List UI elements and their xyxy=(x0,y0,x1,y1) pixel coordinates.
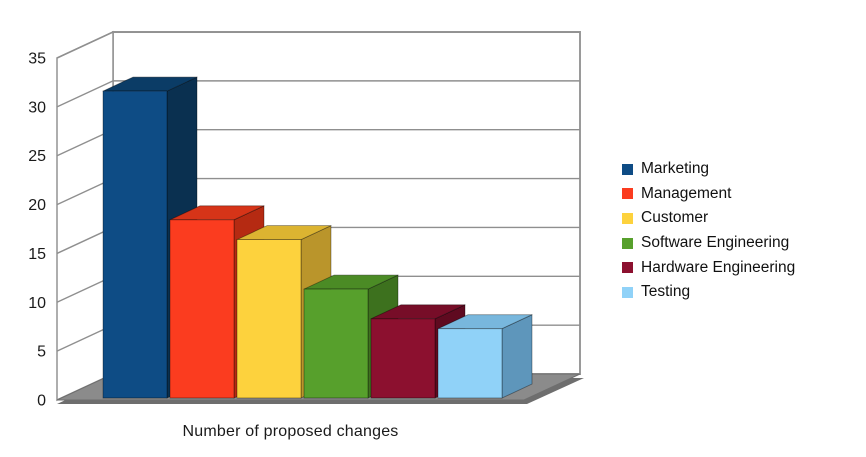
gridline-wall-30 xyxy=(56,80,114,108)
legend-label-management: Management xyxy=(641,184,732,202)
legend-label-software-engineering: Software Engineering xyxy=(641,234,790,252)
legend-swatch-customer xyxy=(622,212,633,224)
y-tick-label-10: 10 xyxy=(28,295,46,312)
y-tick-label-20: 20 xyxy=(28,197,46,214)
bar-customer xyxy=(236,239,302,399)
y-tick-label-0: 0 xyxy=(37,393,46,410)
y-tick-label-35: 35 xyxy=(28,51,46,68)
bar-hardware-engineering xyxy=(370,318,436,399)
legend-item-customer: Customer xyxy=(622,206,795,231)
legend-swatch-management xyxy=(622,188,633,200)
legend-swatch-testing xyxy=(622,286,633,298)
legend-label-marketing: Marketing xyxy=(641,160,710,178)
y-tick-label-25: 25 xyxy=(28,148,46,165)
legend-swatch-hardware-engineering xyxy=(622,262,633,274)
legend-item-testing: Testing xyxy=(622,280,795,305)
y-tick-label-30: 30 xyxy=(28,99,46,116)
bar-software-engineering xyxy=(303,288,369,399)
legend-label-testing: Testing xyxy=(641,283,691,301)
legend: Marketing Management Customer Software Engi… xyxy=(622,157,795,305)
bar-side-testing xyxy=(501,314,533,399)
legend-swatch-software-engineering xyxy=(622,237,633,249)
y-tick-label-15: 15 xyxy=(28,246,46,263)
bar-management xyxy=(169,219,235,399)
gridline-wall-35 xyxy=(56,31,114,59)
x-axis-title: Number of proposed changes xyxy=(182,423,399,440)
legend-item-hardware-engineering: Hardware Engineering xyxy=(622,255,795,280)
y-tick-label-5: 5 xyxy=(37,344,46,361)
legend-label-customer: Customer xyxy=(641,209,709,227)
legend-item-software-engineering: Software Engineering xyxy=(622,231,795,256)
bar-marketing xyxy=(102,90,168,399)
legend-swatch-marketing xyxy=(622,163,633,175)
legend-item-marketing: Marketing xyxy=(622,157,795,182)
legend-item-management: Management xyxy=(622,182,795,207)
bar-testing xyxy=(437,328,503,399)
legend-label-hardware-engineering: Hardware Engineering xyxy=(641,258,796,276)
